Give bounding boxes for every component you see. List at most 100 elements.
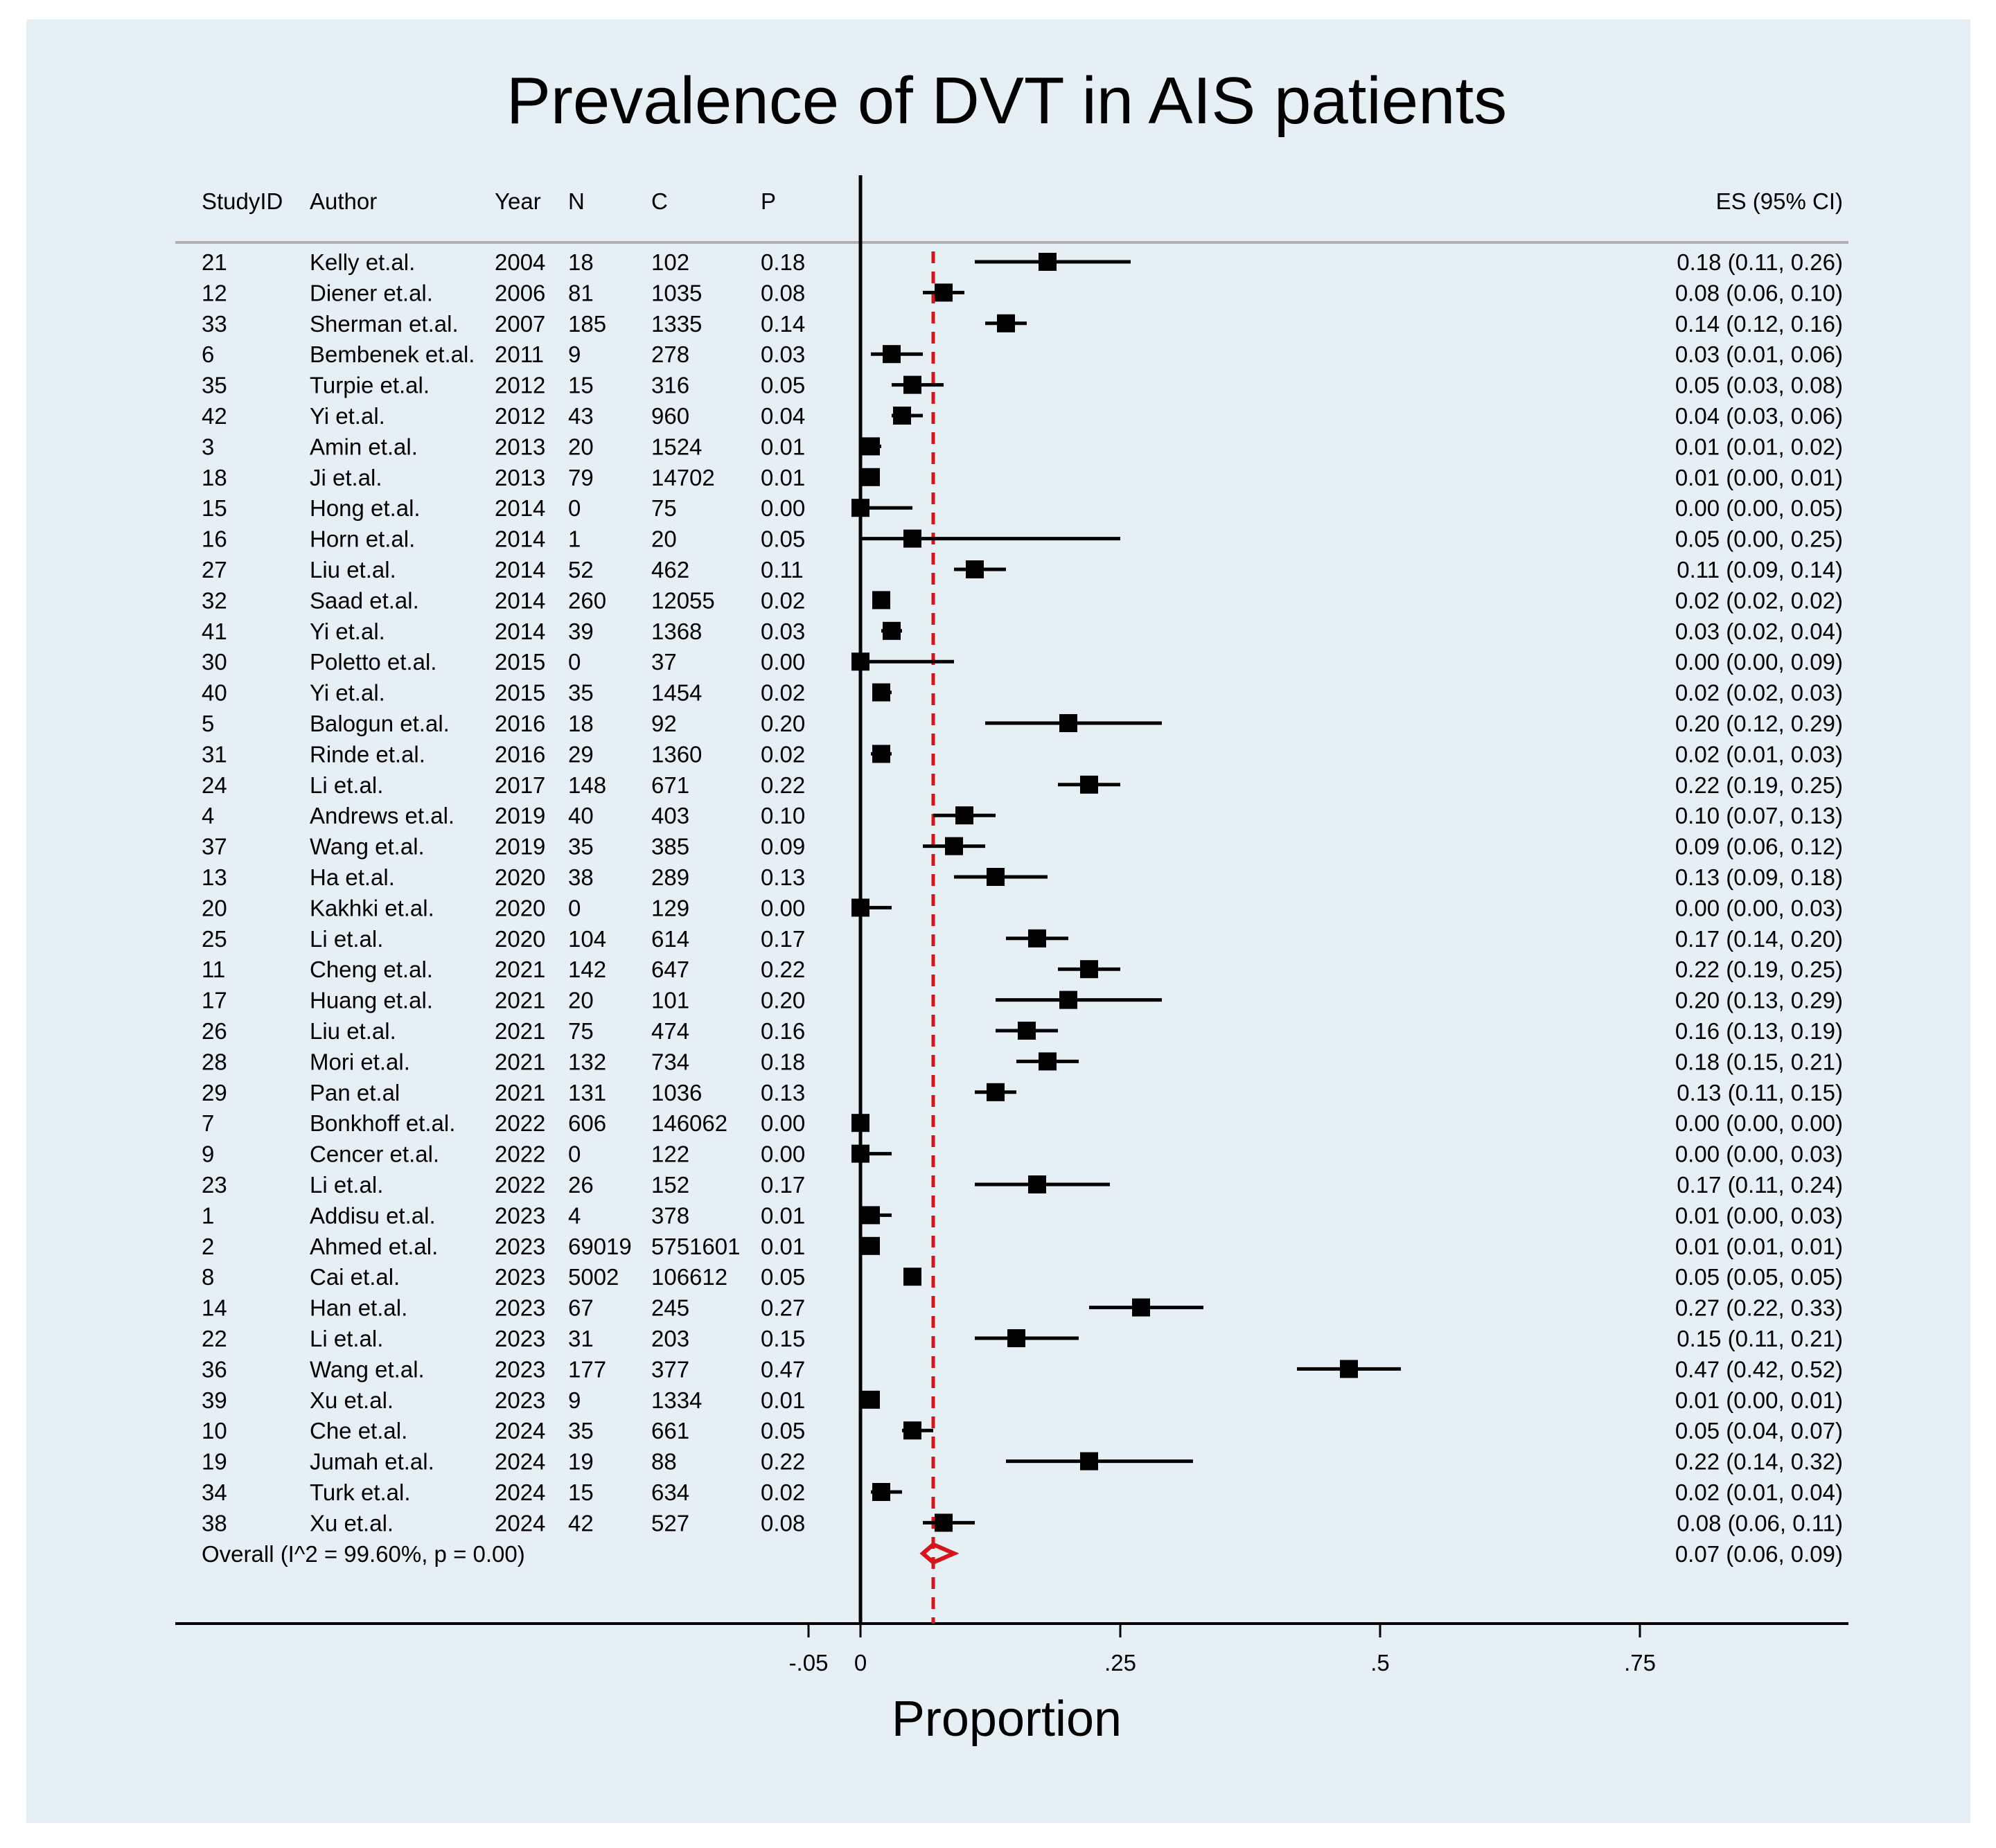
- point-estimate-box: [903, 529, 921, 548]
- study-row: 15 Hong et.al. 2014 0 75 0.00 0.00 (0.00, 0.05…: [202, 495, 1843, 521]
- point-estimate-box: [903, 375, 921, 394]
- row-studyid: 29: [202, 1080, 227, 1105]
- row-p: 0.47: [761, 1356, 805, 1382]
- row-year: 2016: [495, 711, 545, 736]
- point-estimate-box: [903, 1268, 921, 1286]
- row-c: 378: [651, 1202, 689, 1228]
- study-row: 42 Yi et.al. 2012 43 960 0.04 0.04 (0.03, 0.06…: [202, 403, 1843, 429]
- row-year: 2022: [495, 1172, 545, 1198]
- row-n: 104: [568, 926, 606, 952]
- study-row: 18 Ji et.al. 2013 79 14702 0.01 0.01 (0.00, 0.…: [202, 465, 1843, 490]
- row-studyid: 8: [202, 1264, 214, 1290]
- row-author: Amin et.al.: [310, 434, 418, 459]
- point-estimate-box: [851, 898, 869, 917]
- row-n: 81: [568, 280, 594, 305]
- study-row: 32 Saad et.al. 2014 260 12055 0.02 0.02 (0.02,…: [202, 587, 1843, 613]
- row-author: Xu et.al.: [310, 1387, 394, 1413]
- row-year: 2013: [495, 434, 545, 459]
- row-es-ci: 0.22 (0.14, 0.32): [1675, 1449, 1843, 1475]
- row-es-ci: 0.15 (0.11, 0.21): [1677, 1326, 1843, 1351]
- row-year: 2022: [495, 1141, 545, 1167]
- row-p: 0.02: [761, 1480, 805, 1505]
- row-n: 9: [568, 1387, 581, 1413]
- row-c: 385: [651, 834, 689, 860]
- row-p: 0.00: [761, 1141, 805, 1167]
- row-p: 0.09: [761, 834, 805, 860]
- row-studyid: 30: [202, 649, 227, 675]
- study-row: 24 Li et.al. 2017 148 671 0.22 0.22 (0.19, 0.2…: [202, 772, 1843, 798]
- row-n: 20: [568, 988, 594, 1013]
- row-author: Turpie et.al.: [310, 373, 430, 398]
- point-estimate-box: [903, 1421, 921, 1440]
- row-es-ci: 0.00 (0.00, 0.03): [1675, 1141, 1843, 1167]
- study-row: 33 Sherman et.al. 2007 185 1335 0.14 0.14 (0.1…: [202, 311, 1843, 337]
- row-es-ci: 0.20 (0.13, 0.29): [1675, 988, 1843, 1013]
- row-year: 2021: [495, 957, 545, 982]
- point-estimate-box: [1039, 1052, 1057, 1071]
- row-c: 106612: [651, 1264, 727, 1290]
- row-n: 20: [568, 434, 594, 459]
- row-year: 2014: [495, 526, 545, 552]
- study-row: 8 Cai et.al. 2023 5002 106612 0.05 0.05 (0.05,…: [202, 1264, 1843, 1290]
- row-n: 29: [568, 741, 594, 767]
- row-author: Liu et.al.: [310, 557, 396, 583]
- header-es: ES (95% CI): [1716, 188, 1843, 214]
- row-author: Cencer et.al.: [310, 1141, 439, 1167]
- row-author: Che et.al.: [310, 1418, 407, 1443]
- row-studyid: 27: [202, 557, 227, 583]
- row-year: 2024: [495, 1510, 545, 1536]
- row-c: 152: [651, 1172, 689, 1198]
- row-c: 316: [651, 373, 689, 398]
- row-es-ci: 0.02 (0.01, 0.04): [1675, 1480, 1843, 1505]
- row-es-ci: 0.01 (0.01, 0.01): [1675, 1234, 1843, 1259]
- row-n: 79: [568, 465, 594, 490]
- row-c: 12055: [651, 587, 715, 613]
- point-estimate-box: [987, 1083, 1005, 1101]
- row-year: 2021: [495, 988, 545, 1013]
- row-p: 0.01: [761, 1202, 805, 1228]
- axis-layer: -.05 0 .25 .5 .75: [789, 175, 1656, 1676]
- row-n: 35: [568, 680, 594, 706]
- row-c: 88: [651, 1449, 677, 1475]
- header-author: Author: [310, 188, 377, 214]
- row-studyid: 6: [202, 341, 214, 367]
- row-c: 960: [651, 403, 689, 429]
- header-p: P: [761, 188, 776, 214]
- row-es-ci: 0.20 (0.12, 0.29): [1675, 711, 1843, 736]
- row-c: 146062: [651, 1110, 727, 1136]
- row-p: 0.18: [761, 1049, 805, 1074]
- point-estimate-box: [945, 837, 963, 855]
- forest-plot: Prevalence of DVT in AIS patients StudyI…: [175, 64, 1848, 1747]
- row-n: 0: [568, 495, 581, 521]
- row-author: Li et.al.: [310, 1326, 383, 1351]
- row-p: 0.08: [761, 1510, 805, 1536]
- row-author: Kakhki et.al.: [310, 895, 434, 921]
- row-author: Bonkhoff et.al.: [310, 1110, 455, 1136]
- row-author: Wang et.al.: [310, 834, 425, 860]
- study-row: 11 Cheng et.al. 2021 142 647 0.22 0.22 (0.19, …: [202, 957, 1843, 982]
- row-author: Ji et.al.: [310, 465, 382, 490]
- row-n: 0: [568, 1141, 581, 1167]
- row-c: 37: [651, 649, 677, 675]
- point-estimate-box: [1080, 1452, 1098, 1471]
- row-n: 15: [568, 373, 594, 398]
- row-author: Han et.al.: [310, 1295, 407, 1321]
- row-p: 0.05: [761, 1418, 805, 1443]
- row-p: 0.17: [761, 926, 805, 952]
- row-author: Balogun et.al.: [310, 711, 450, 736]
- row-p: 0.14: [761, 311, 805, 337]
- point-estimate-box: [862, 1236, 880, 1255]
- study-row: 38 Xu et.al. 2024 42 527 0.08 0.08 (0.06, 0.11…: [202, 1510, 1843, 1536]
- row-p: 0.15: [761, 1326, 805, 1351]
- row-studyid: 13: [202, 864, 227, 890]
- study-row: 31 Rinde et.al. 2016 29 1360 0.02 0.02 (0.01, …: [202, 741, 1843, 767]
- point-estimate-box: [997, 314, 1015, 332]
- study-row: 7 Bonkhoff et.al. 2022 606 146062 0.00 0.00 (0…: [202, 1110, 1843, 1136]
- row-author: Diener et.al.: [310, 280, 433, 305]
- row-n: 0: [568, 649, 581, 675]
- row-es-ci: 0.03 (0.01, 0.06): [1675, 341, 1843, 367]
- row-p: 0.02: [761, 741, 805, 767]
- row-es-ci: 0.13 (0.09, 0.18): [1675, 864, 1843, 890]
- row-es-ci: 0.00 (0.00, 0.03): [1675, 895, 1843, 921]
- row-author: Cai et.al.: [310, 1264, 400, 1290]
